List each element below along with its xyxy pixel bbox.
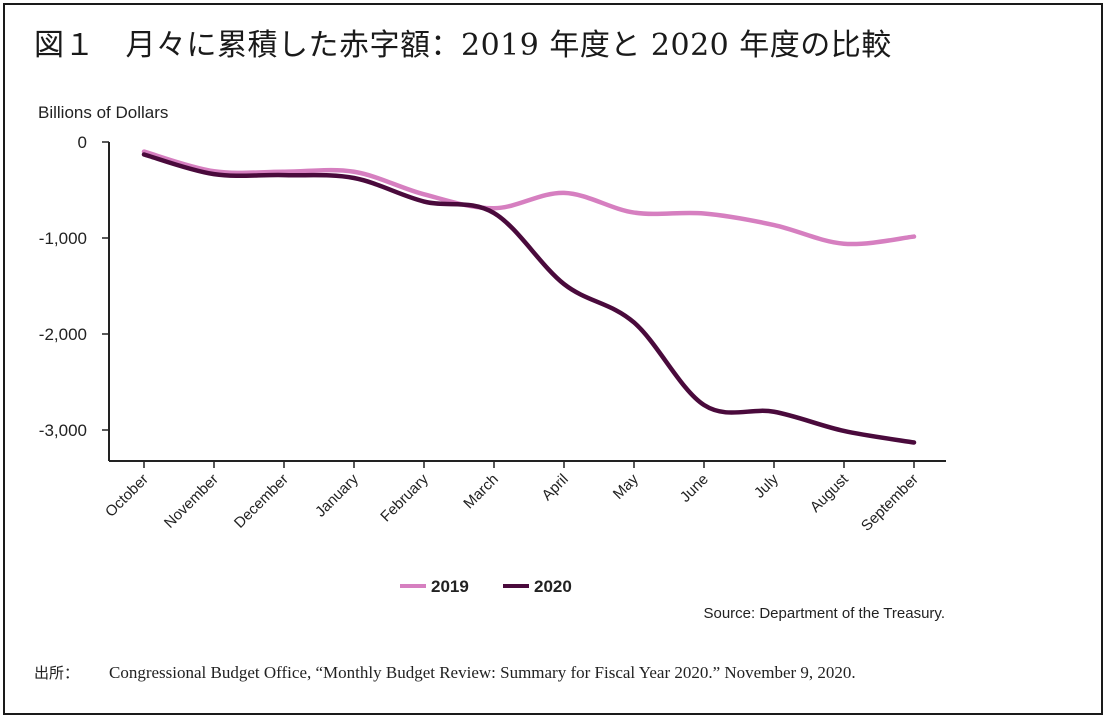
x-tick-label: January [312, 470, 362, 520]
legend: 2019 2020 [400, 577, 572, 596]
x-tick-label: June [677, 471, 712, 506]
footer-citation: Congressional Budget Office, “Monthly Bu… [109, 663, 856, 682]
series-line-2019 [141, 149, 917, 247]
x-tick-label: September [858, 471, 922, 535]
x-tick-label: March [460, 471, 501, 512]
x-tick-label: February [377, 470, 432, 525]
x-tick-label: August [807, 470, 853, 516]
y-tick-label: -3,000 [39, 421, 87, 440]
figure-footer: 出所： Congressional Budget Office, “Monthly… [34, 662, 856, 683]
y-tick-label: 0 [78, 133, 87, 152]
source-note: Source: Department of the Treasury. [703, 605, 945, 622]
x-tick-label: May [610, 470, 642, 502]
x-tick-label: November [161, 471, 222, 532]
legend-label-2019: 2019 [431, 577, 469, 596]
x-tick-label: October [102, 471, 152, 521]
x-tick-label: December [231, 471, 292, 532]
footer-label: 出所： [34, 664, 80, 682]
series-line-2020 [141, 152, 917, 445]
legend-label-2020: 2020 [534, 577, 572, 596]
x-tick-label: April [539, 471, 572, 504]
figure-title: 図１ 月々に累積した赤字額：2019 年度と 2020 年度の比較 [34, 28, 892, 63]
y-axis-title: Billions of Dollars [38, 103, 168, 122]
y-tick-label: -1,000 [39, 229, 87, 248]
figure-frame [3, 3, 1103, 715]
y-tick-label: -2,000 [39, 325, 87, 344]
x-tick-label: July [751, 470, 782, 501]
